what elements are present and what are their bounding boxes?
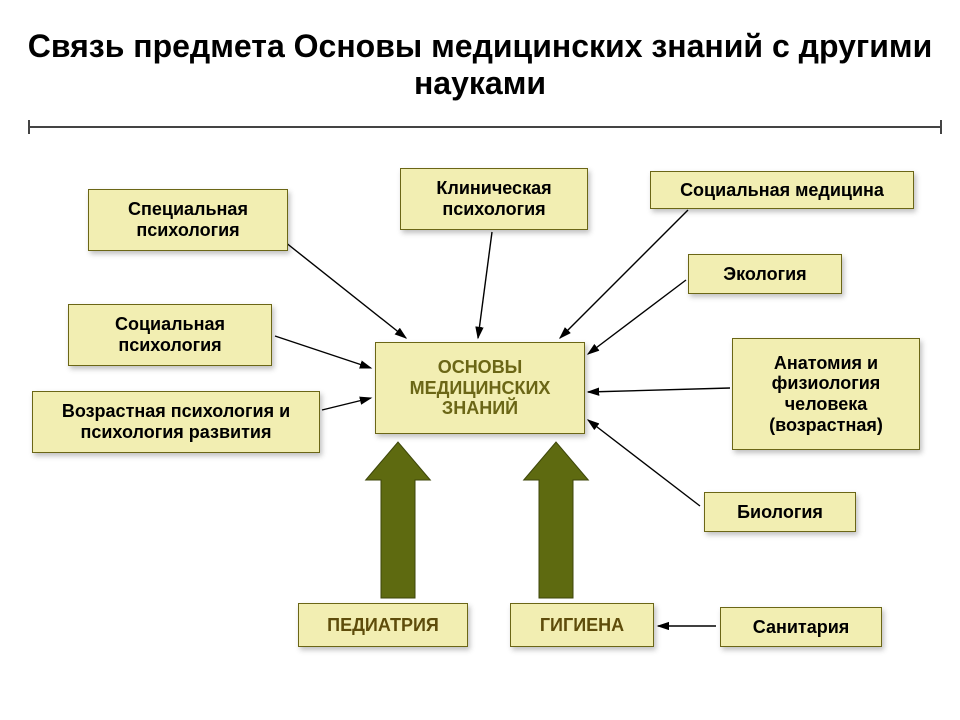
node-pediatrics: ПЕДИАТРИЯ (298, 603, 468, 647)
title-underline (28, 126, 942, 128)
central-label: ОСНОВЫ МЕДИЦИНСКИХ ЗНАНИЙ (386, 357, 574, 419)
node-label: ПЕДИАТРИЯ (309, 615, 457, 636)
rule-tick-right (940, 120, 942, 134)
thin-arrow (478, 232, 492, 338)
node-anatomy: Анатомия и физиология человека (возрастн… (732, 338, 920, 450)
thin-arrow (275, 336, 371, 368)
thin-arrow (588, 280, 686, 354)
diagram-stage: Связь предмета Основы медицинских знаний… (0, 0, 960, 720)
node-label: Биология (715, 502, 845, 523)
node-label: Специальная психология (99, 199, 277, 240)
node-clin_psy: Клиническая психология (400, 168, 588, 230)
page-title: Связь предмета Основы медицинских знаний… (0, 28, 960, 102)
node-soc_psy: Социальная психология (68, 304, 272, 366)
node-label: Возрастная психология и психология разви… (43, 401, 309, 442)
node-biology: Биология (704, 492, 856, 532)
title-text: Связь предмета Основы медицинских знаний… (28, 28, 933, 101)
node-label: Социальная медицина (661, 180, 903, 201)
node-ecology: Экология (688, 254, 842, 294)
node-label: Экология (699, 264, 831, 285)
node-age_psy: Возрастная психология и психология разви… (32, 391, 320, 453)
thin-arrow (588, 420, 700, 506)
rule-tick-left (28, 120, 30, 134)
node-label: Клиническая психология (411, 178, 577, 219)
node-soc_med: Социальная медицина (650, 171, 914, 209)
thin-arrow (588, 388, 730, 392)
node-label: Санитария (731, 617, 871, 638)
thin-arrow (322, 398, 371, 410)
node-label: Анатомия и физиология человека (возрастн… (743, 353, 909, 436)
node-label: ГИГИЕНА (521, 615, 643, 636)
big-arrow (366, 442, 431, 598)
thin-arrow (285, 242, 406, 338)
node-hygiene: ГИГИЕНА (510, 603, 654, 647)
big-arrow (524, 442, 589, 598)
node-sanitation: Санитария (720, 607, 882, 647)
node-spec_psy: Специальная психология (88, 189, 288, 251)
node-label: Социальная психология (79, 314, 261, 355)
central-node: ОСНОВЫ МЕДИЦИНСКИХ ЗНАНИЙ (375, 342, 585, 434)
